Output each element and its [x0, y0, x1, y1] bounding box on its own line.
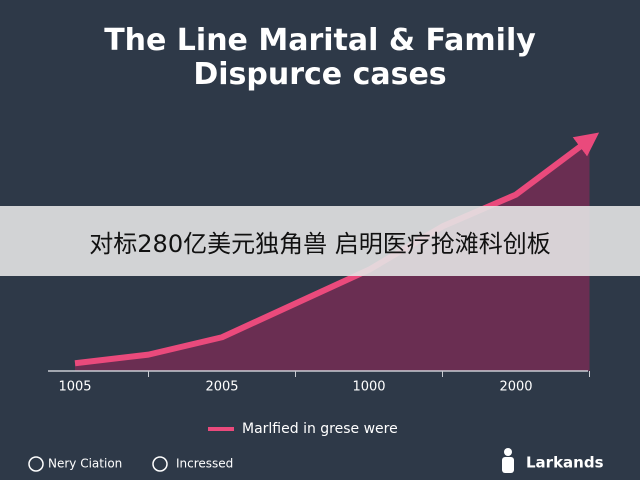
x-tick-label: 1005 — [58, 380, 91, 395]
logo-icon — [502, 457, 514, 473]
legend-label: Marlfied in grese were — [242, 421, 398, 437]
logo-icon — [504, 448, 512, 456]
footer-icon — [28, 456, 44, 472]
footer-text: Incressed — [176, 457, 233, 471]
line — [74, 132, 600, 367]
area — [75, 139, 590, 371]
logo-text: Larkands — [526, 454, 604, 472]
overlay-caption: 对标280亿美元独角兽 启明医疗抢滩科创板 — [0, 206, 640, 276]
x-tick-label: 1000 — [352, 380, 385, 395]
footer-icon — [152, 456, 168, 472]
chart-title: The Line Marital & Family Dispurce cases — [104, 23, 536, 92]
x-tick-label: 2000 — [499, 380, 532, 395]
footer-text: Nery Ciation — [48, 457, 122, 471]
x-tick-label: 2005 — [205, 380, 238, 395]
